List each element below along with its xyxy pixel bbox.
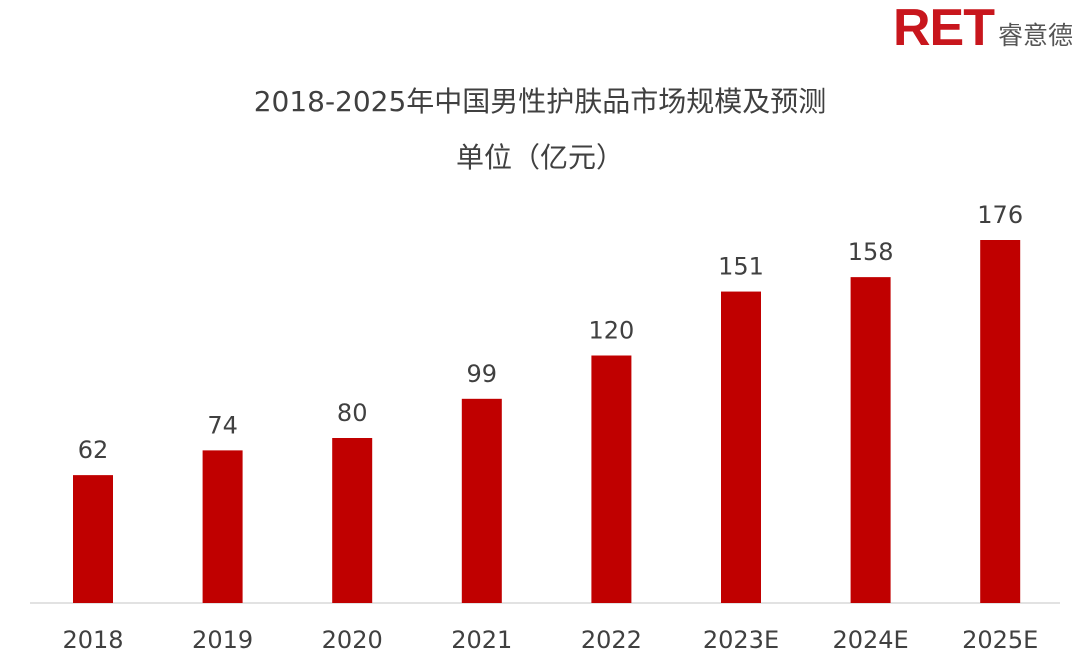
logo-text: 睿意德: [998, 21, 1074, 50]
x-tick-label: 2018: [62, 626, 123, 654]
x-tick-label: 2023E: [703, 626, 779, 654]
logo: RET 睿意德: [893, 0, 1074, 57]
data-label: 120: [588, 317, 634, 345]
bar: [202, 450, 243, 603]
x-tick-label: 2025E: [962, 626, 1038, 654]
bar: [980, 240, 1021, 603]
bar: [332, 438, 373, 603]
data-label: 99: [467, 360, 498, 388]
data-label: 158: [848, 238, 894, 266]
logo-mark: RET: [893, 0, 995, 57]
x-tick-label: 2021: [451, 626, 512, 654]
bar: [461, 398, 502, 603]
data-label: 74: [207, 411, 238, 439]
bar: [850, 277, 891, 603]
chart-subtitle: 单位（亿元）: [455, 141, 624, 174]
data-label: 62: [78, 436, 109, 464]
bar: [721, 291, 761, 603]
x-tick-label: 2024E: [832, 626, 908, 654]
x-tick-label: 2020: [322, 626, 383, 654]
bar: [591, 355, 632, 603]
chart-title: 2018-2025年中国男性护肤品市场规模及预测: [253, 85, 827, 118]
x-tick-label: 2022: [581, 626, 642, 654]
x-tick-label: 2019: [192, 626, 253, 654]
data-label: 176: [977, 201, 1023, 229]
data-label: 151: [718, 253, 764, 281]
bar: [73, 475, 113, 603]
data-label: 80: [337, 399, 368, 427]
